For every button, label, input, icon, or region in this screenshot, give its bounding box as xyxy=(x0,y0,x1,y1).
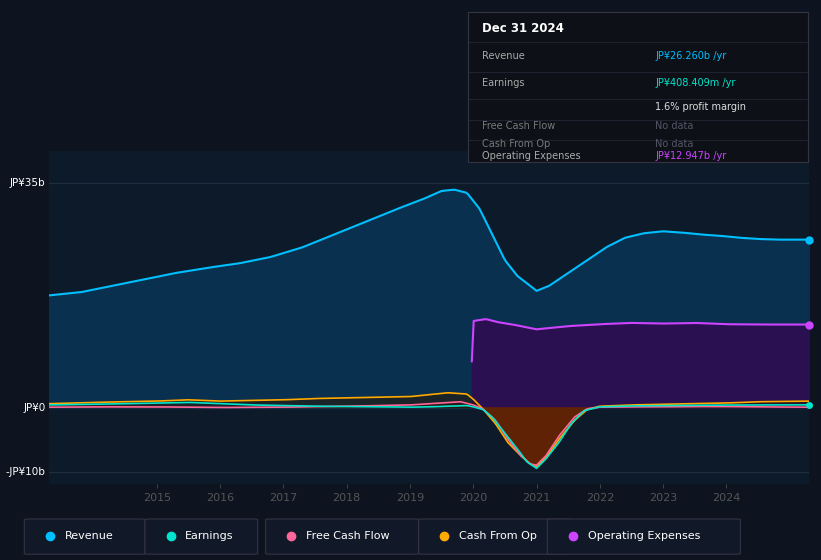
FancyBboxPatch shape xyxy=(419,519,571,554)
FancyBboxPatch shape xyxy=(25,519,145,554)
Text: JP¥26.260b /yr: JP¥26.260b /yr xyxy=(655,52,727,61)
Text: No data: No data xyxy=(655,139,694,149)
Text: JP¥408.409m /yr: JP¥408.409m /yr xyxy=(655,77,736,87)
Text: Revenue: Revenue xyxy=(65,531,113,541)
Text: Operating Expenses: Operating Expenses xyxy=(588,531,699,541)
FancyBboxPatch shape xyxy=(548,519,741,554)
Text: Earnings: Earnings xyxy=(186,531,234,541)
Text: JP¥12.947b /yr: JP¥12.947b /yr xyxy=(655,151,727,161)
Text: Dec 31 2024: Dec 31 2024 xyxy=(482,22,563,35)
Text: Operating Expenses: Operating Expenses xyxy=(482,151,580,161)
Text: Cash From Op: Cash From Op xyxy=(482,139,550,149)
Text: No data: No data xyxy=(655,121,694,131)
FancyBboxPatch shape xyxy=(145,519,258,554)
FancyBboxPatch shape xyxy=(266,519,419,554)
Text: Revenue: Revenue xyxy=(482,52,525,61)
Text: JP¥0: JP¥0 xyxy=(23,403,45,413)
Text: Free Cash Flow: Free Cash Flow xyxy=(482,121,555,131)
Text: JP¥35b: JP¥35b xyxy=(10,178,45,188)
Text: Earnings: Earnings xyxy=(482,77,524,87)
Text: -JP¥10b: -JP¥10b xyxy=(6,466,45,477)
Text: Free Cash Flow: Free Cash Flow xyxy=(306,531,389,541)
Text: Cash From Op: Cash From Op xyxy=(459,531,537,541)
Text: 1.6% profit margin: 1.6% profit margin xyxy=(655,102,746,112)
